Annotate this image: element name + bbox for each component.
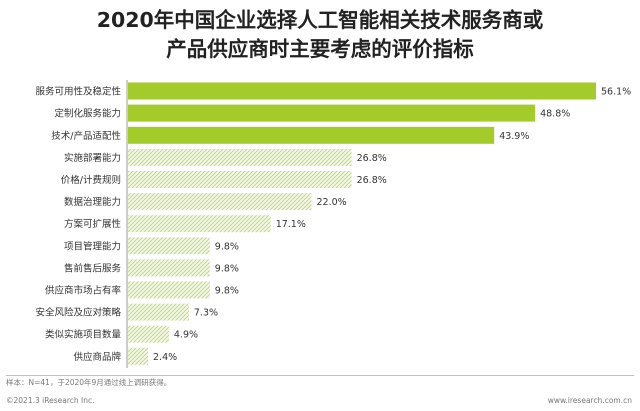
value-label: 4.9% bbox=[174, 330, 198, 341]
copyright-text: ©2021.3 iResearch Inc. bbox=[6, 396, 95, 405]
category-label: 服务可用性及稳定性 bbox=[35, 86, 121, 98]
bar-chart: 服务可用性及稳定性 56.1% 定制化服务能力 48.8% 技术/产品适配性 43.9% 实… bbox=[35, 80, 631, 368]
value-label: 48.8% bbox=[540, 109, 570, 120]
value-label: 26.8% bbox=[357, 175, 387, 186]
sample-note: 样本：N=41，于2020年9月通过线上调研获得。 bbox=[6, 378, 172, 387]
value-label: 9.8% bbox=[215, 263, 239, 274]
category-label: 售前售后服务 bbox=[64, 262, 122, 274]
bar-2 bbox=[128, 104, 536, 122]
category-label: 安全风险及应对策略 bbox=[35, 307, 121, 319]
bar-3 bbox=[128, 126, 495, 144]
value-label: 2.4% bbox=[153, 352, 177, 363]
category-label: 实施部署能力 bbox=[64, 152, 121, 164]
website-text: www.iresearch.com.cn bbox=[547, 396, 632, 405]
bar-4 bbox=[128, 148, 352, 166]
value-label: 56.1% bbox=[601, 87, 631, 98]
bar-9 bbox=[128, 259, 210, 277]
category-label: 供应商品牌 bbox=[73, 351, 121, 363]
bar-12 bbox=[128, 325, 169, 343]
category-label: 类似实施项目数量 bbox=[45, 329, 122, 341]
category-label: 技术/产品适配性 bbox=[51, 130, 121, 142]
bar-11 bbox=[128, 303, 189, 321]
value-label: 7.3% bbox=[194, 308, 218, 319]
bar-8 bbox=[128, 237, 210, 255]
value-label: 43.9% bbox=[499, 131, 529, 142]
category-label: 方案可扩展性 bbox=[64, 218, 122, 230]
bar-10 bbox=[128, 281, 210, 299]
chart-title: 2020年中国企业选择人工智能相关技术服务商或 产品供应商时主要考虑的评价指标 bbox=[0, 6, 640, 64]
chart-title-line-1: 2020年中国企业选择人工智能相关技术服务商或 bbox=[96, 8, 544, 32]
bar-7 bbox=[128, 215, 271, 233]
bar-1 bbox=[128, 82, 596, 100]
value-label: 22.0% bbox=[317, 197, 347, 208]
value-label: 9.8% bbox=[215, 285, 239, 296]
value-label: 26.8% bbox=[357, 153, 387, 164]
category-label: 定制化服务能力 bbox=[54, 108, 121, 120]
bar-6 bbox=[128, 193, 312, 211]
category-label: 价格/计费规则 bbox=[61, 174, 121, 186]
value-label: 17.1% bbox=[276, 219, 306, 230]
footer-divider bbox=[6, 375, 634, 376]
value-label: 9.8% bbox=[215, 241, 239, 252]
chart-title-line-2: 产品供应商时主要考虑的评价指标 bbox=[166, 37, 474, 61]
bar-5 bbox=[128, 171, 352, 188]
category-label: 供应商市场占有率 bbox=[45, 284, 122, 296]
bar-13 bbox=[128, 347, 148, 365]
category-label: 项目管理能力 bbox=[64, 240, 121, 252]
category-label: 数据治理能力 bbox=[64, 196, 121, 208]
